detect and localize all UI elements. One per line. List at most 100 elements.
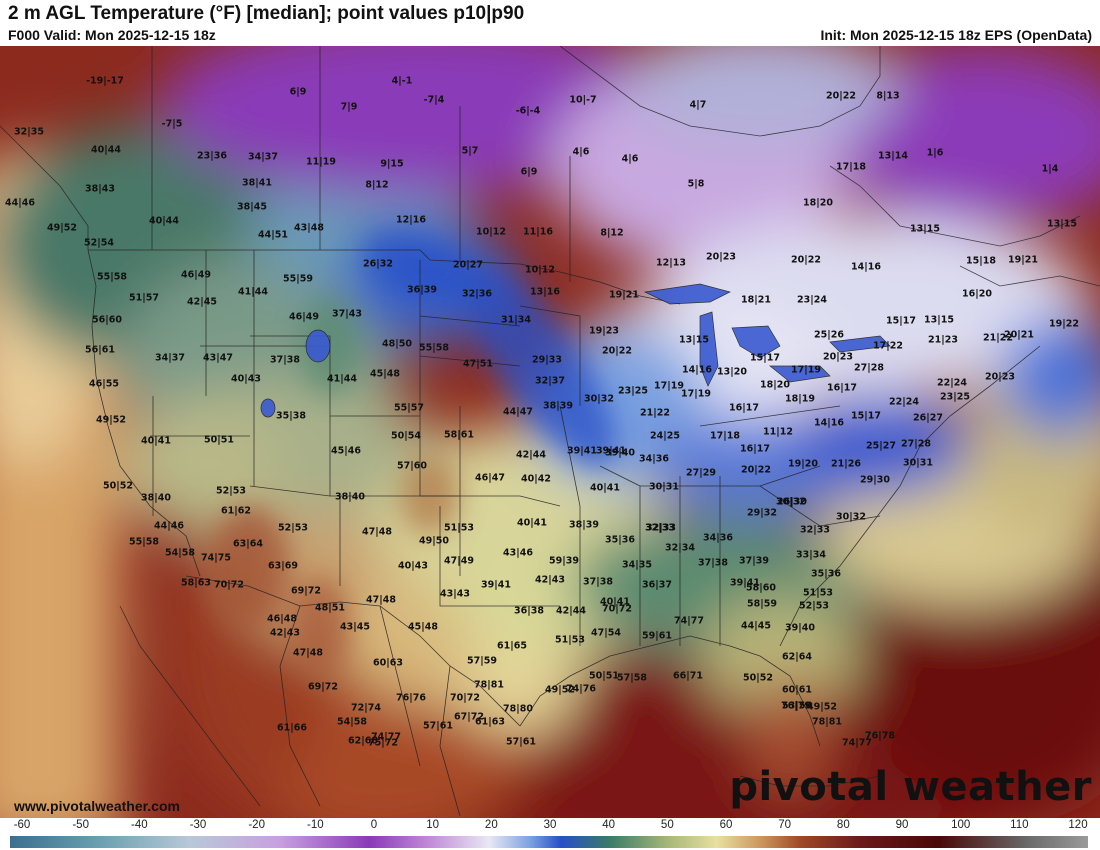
point-value: 20|21: [1004, 329, 1034, 341]
point-value: 5|7: [461, 145, 479, 157]
point-value: 41|44: [238, 286, 268, 298]
point-value: 70|72: [602, 603, 632, 615]
point-value: 19|20: [788, 458, 818, 470]
point-value: 78|81: [474, 679, 504, 691]
point-value: 62|68: [348, 735, 378, 747]
point-value: 32|33: [646, 522, 676, 534]
point-value: 45|48: [408, 621, 438, 633]
point-value: 55|58: [97, 271, 127, 283]
point-value: 35|38: [276, 410, 306, 422]
point-value: 40|44: [91, 144, 121, 156]
point-value: 20|22: [741, 464, 771, 476]
point-value: 15|17: [851, 410, 881, 422]
point-value: 37|38: [583, 576, 613, 588]
point-value: 32|33: [645, 522, 675, 534]
init-time: Init: Mon 2025-12-15 18z EPS (OpenData): [820, 27, 1092, 43]
point-value: 39|41: [596, 445, 626, 457]
point-value: 44|45: [741, 620, 771, 632]
point-value: 30|31: [903, 457, 933, 469]
point-value: 61|65: [497, 640, 527, 652]
point-value: 20|23: [706, 251, 736, 263]
point-value: 51|57: [129, 292, 159, 304]
point-value: 43|43: [440, 588, 470, 600]
point-value: 47|48: [366, 594, 396, 606]
point-value: 16|17: [827, 382, 857, 394]
point-value: 18|20: [803, 197, 833, 209]
point-value: 78|81: [812, 716, 842, 728]
point-value: 40|43: [231, 373, 261, 385]
point-value: 54|58: [337, 716, 367, 728]
point-value: 36|39: [407, 284, 437, 296]
colorbar-tick-label: -60: [13, 819, 31, 831]
point-value: 60|63: [373, 657, 403, 669]
point-value: 44|46: [154, 520, 184, 532]
colorbar-tick-label: 20: [484, 819, 498, 831]
point-value: 38|45: [237, 201, 267, 213]
colorbar-tick-label: -10: [307, 819, 324, 831]
point-value: 46|47: [475, 472, 505, 484]
point-value: 34|37: [248, 151, 278, 163]
point-value: -7|4: [423, 94, 445, 106]
point-value: 4|7: [689, 99, 707, 111]
point-value: 13|15: [924, 314, 954, 326]
point-value: 61|62: [221, 505, 251, 517]
point-value: 47|54: [591, 627, 621, 639]
point-value: 14|16: [682, 364, 712, 376]
point-value: 51|53: [555, 634, 585, 646]
point-value: 16|17: [729, 402, 759, 414]
point-value: 17|19: [654, 380, 684, 392]
point-value: 38|39: [569, 519, 599, 531]
point-value: 34|37: [155, 352, 185, 364]
point-value: 75|72: [368, 737, 398, 749]
point-value: 35|36: [811, 568, 841, 580]
colorbar-tick-label: -40: [131, 819, 148, 831]
point-value: 15|17: [886, 315, 916, 327]
point-value: 14|16: [851, 261, 881, 273]
point-value: 40|41: [517, 517, 547, 529]
pivotal-weather-logo: pivotal weather: [729, 764, 1092, 810]
point-value: 39|40: [785, 622, 815, 634]
colorbar-tick-label: 70: [778, 819, 792, 831]
point-value: 58|63: [181, 577, 211, 589]
point-value: 21|23: [928, 334, 958, 346]
point-value: 22|24: [937, 377, 967, 389]
point-value: 44|51: [258, 229, 288, 241]
point-value: 67|72: [454, 711, 484, 723]
point-value: 56|61: [85, 344, 115, 356]
point-value: 42|44: [556, 605, 586, 617]
point-values-layer: -19|-17 6|9 4|-1 -7|4 -6|-4 10|-7 4|7 20|22 8|13…: [0, 46, 1100, 818]
point-value: 62|64: [782, 651, 812, 663]
point-value: -6|-4: [515, 105, 541, 117]
point-value: 66|71: [673, 670, 703, 682]
colorbar-tick-label: -30: [189, 819, 207, 831]
point-value: 44|46: [5, 197, 35, 209]
point-value: 76|76: [396, 692, 426, 704]
point-value: 20|22: [791, 254, 821, 266]
point-value: 34|36: [639, 453, 669, 465]
point-value: 32|36: [462, 288, 492, 300]
point-value: 57|61: [506, 736, 536, 748]
point-value: 46|48: [267, 613, 297, 625]
point-value: 37|43: [332, 308, 362, 320]
point-value: 63|64: [233, 538, 263, 550]
point-value: 42|45: [187, 296, 217, 308]
point-value: 32|34: [665, 542, 695, 554]
point-value: 50|52: [103, 480, 133, 492]
point-value: 15|18: [966, 255, 996, 267]
point-value: 40|44: [149, 215, 179, 227]
point-value: 25|27: [866, 440, 896, 452]
point-value: 16|20: [962, 288, 992, 300]
point-value: 34|36: [703, 532, 733, 544]
point-value: 37|38: [698, 557, 728, 569]
point-value: 4|6: [621, 153, 639, 165]
point-value: 1|6: [926, 147, 944, 159]
point-value: 49|50: [419, 535, 449, 547]
point-value: 13|15: [1047, 218, 1077, 230]
colorbar: -60 -50 -40 -30 -20 -10 0 10 20 30 40 50 60 70 80 90 100…: [0, 818, 1100, 850]
point-value: 55|58: [419, 342, 449, 354]
point-value: 45|46: [331, 445, 361, 457]
point-value: 23|25: [940, 391, 970, 403]
temperature-map[interactable]: -19|-17 6|9 4|-1 -7|4 -6|-4 10|-7 4|7 20|22 8|13…: [0, 46, 1100, 818]
point-value: 55|59: [283, 273, 313, 285]
header: 2 m AGL Temperature (°F) [median]; point…: [0, 0, 1100, 46]
